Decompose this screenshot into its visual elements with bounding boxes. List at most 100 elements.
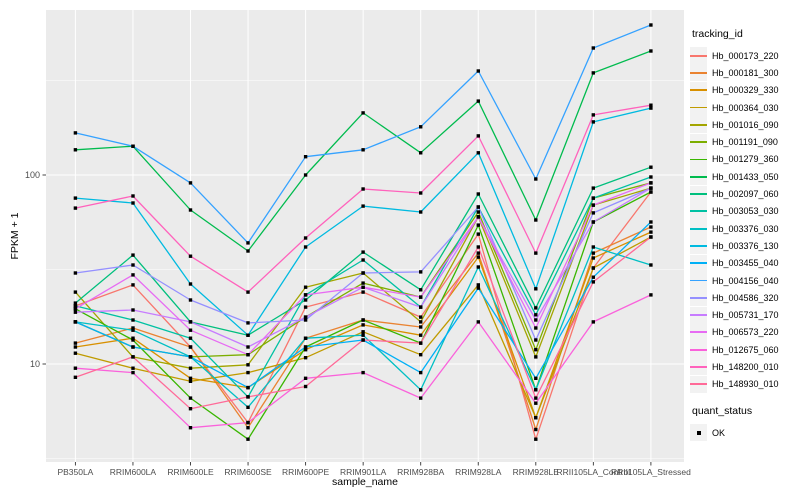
data-point-marker [649, 175, 653, 179]
legend-item-label: Hb_000173_220 [712, 50, 779, 61]
data-point-marker [246, 249, 250, 253]
data-point-marker [246, 241, 250, 245]
data-point-marker [361, 290, 365, 294]
data-point-marker [649, 23, 653, 27]
data-point-marker [361, 204, 365, 208]
quant-legend-key [690, 424, 707, 442]
legend-key-swatch [690, 237, 707, 255]
data-point-marker [419, 341, 423, 345]
data-point-marker [649, 293, 653, 297]
legend-key-swatch [690, 220, 707, 238]
x-tick-label: RRIM600LE [167, 467, 214, 477]
data-point-marker [188, 181, 193, 185]
legend-line-icon [690, 296, 707, 299]
data-point-marker [591, 320, 595, 324]
data-point-marker [188, 355, 193, 359]
legend-line-icon [690, 227, 707, 230]
legend-item-Hb_003376_130: Hb_003376_130 [690, 237, 800, 255]
legend-item-label: Hb_006573_220 [712, 327, 779, 338]
data-point-marker [534, 355, 538, 359]
data-point-marker [476, 255, 480, 259]
data-point-marker [131, 336, 135, 340]
legend-key-swatch [690, 289, 707, 307]
legend-panel: tracking_id Hb_000173_220 Hb_000181_300 Hb… [690, 28, 800, 442]
data-point-marker [131, 326, 135, 330]
data-point-marker [361, 187, 365, 191]
data-point-marker [591, 71, 595, 75]
legend-line-icon [690, 193, 707, 195]
plot-panel [46, 10, 684, 462]
data-point-marker [73, 341, 78, 345]
quant-legend-item: OK [690, 424, 800, 442]
data-point-marker [303, 245, 308, 249]
legend-item-label: Hb_004586_320 [712, 292, 779, 303]
legend-item-Hb_002097_060: Hb_002097_060 [690, 185, 800, 203]
data-point-marker [73, 271, 78, 275]
legend-key-swatch [690, 64, 707, 82]
data-point-marker [649, 225, 653, 229]
legend-item-label: Hb_001433_050 [712, 171, 779, 182]
x-tick-label: RRIM928LA [455, 467, 502, 477]
x-tick-label: RRIM600PE [282, 467, 330, 477]
data-point-marker [476, 210, 480, 214]
data-point-marker [361, 271, 365, 275]
data-point-marker [361, 333, 365, 337]
legend-key-swatch [690, 47, 707, 65]
data-point-marker [649, 263, 653, 267]
legend-item-Hb_000364_030: Hb_000364_030 [690, 99, 800, 117]
x-tick-label: RRII105LA_Stressed [611, 467, 691, 477]
data-point-marker [591, 280, 595, 284]
data-point-marker [419, 270, 423, 274]
legend-key-swatch [690, 306, 707, 324]
legend-item-Hb_000173_220: Hb_000173_220 [690, 47, 800, 65]
data-point-marker [73, 375, 78, 379]
data-point-marker [131, 355, 135, 359]
data-point-marker [419, 288, 423, 292]
data-point-marker [188, 396, 193, 400]
data-point-marker [303, 384, 308, 389]
data-point-marker [303, 305, 308, 309]
data-point-marker [131, 253, 135, 257]
legend-item-Hb_003376_030: Hb_003376_030 [690, 220, 800, 238]
data-point-marker [246, 426, 250, 430]
legend-line-icon [690, 383, 707, 386]
quant-status-legend: quant_status OK [690, 404, 800, 442]
data-point-marker [419, 315, 423, 319]
data-point-marker [476, 251, 480, 255]
data-point-marker [131, 366, 135, 370]
data-point-marker [303, 155, 308, 159]
data-point-marker [188, 254, 193, 258]
legend-line-icon [690, 279, 707, 282]
data-point-marker [303, 336, 308, 340]
data-point-marker [649, 103, 653, 107]
data-point-marker [73, 351, 78, 355]
data-point-marker [476, 205, 480, 209]
data-point-marker [476, 286, 480, 290]
data-point-marker [188, 336, 193, 340]
data-point-marker [73, 304, 78, 308]
data-point-marker [73, 148, 78, 152]
x-tick-label: PB350LA [57, 467, 93, 477]
data-point-marker [131, 201, 135, 205]
data-point-marker [303, 376, 308, 380]
data-point-marker [476, 99, 480, 103]
data-point-marker [649, 235, 653, 239]
data-point-marker [246, 405, 250, 409]
data-point-marker [73, 131, 78, 135]
legend-line-icon [690, 89, 707, 92]
data-point-marker [534, 416, 538, 420]
data-point-marker [131, 308, 135, 312]
data-point-marker [476, 320, 480, 324]
data-point-marker [131, 318, 135, 322]
legend-key-swatch [690, 168, 707, 186]
data-point-marker [534, 376, 538, 380]
data-point-marker [246, 437, 250, 441]
data-point-marker [649, 49, 653, 53]
legend-item-label: Hb_003053_030 [712, 206, 779, 217]
data-point-marker [476, 69, 480, 73]
legend-line-icon [690, 54, 707, 57]
legend-line-icon [690, 245, 707, 247]
data-point-marker [476, 134, 480, 138]
legend-title-quant-status: quant_status [692, 404, 753, 417]
y-tick-label: 10 [30, 359, 40, 369]
